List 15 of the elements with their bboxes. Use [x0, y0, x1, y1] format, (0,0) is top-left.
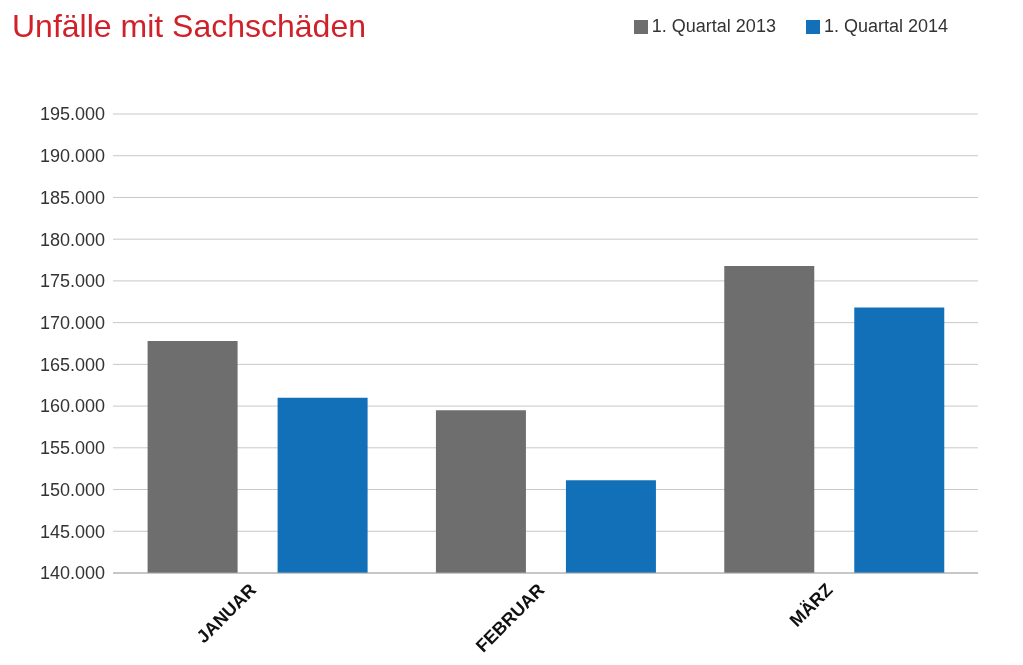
y-tick-label: 145.000	[39, 521, 105, 542]
legend-label: 1. Quartal 2013	[651, 16, 776, 36]
y-tick-label: 180.000	[39, 229, 105, 250]
chart-title: Unfälle mit Sachschäden	[12, 8, 366, 45]
y-tick-label: 170.000	[39, 313, 105, 334]
y-tick-label: 150.000	[39, 479, 105, 500]
y-tick-label: 175.000	[39, 271, 105, 292]
legend-label: 1. Quartal 2014	[823, 16, 948, 36]
y-tick-label: 160.000	[39, 396, 105, 417]
y-tick-label: 165.000	[39, 354, 105, 375]
y-tick-label: 155.000	[39, 438, 105, 459]
y-tick-label: 190.000	[39, 146, 105, 167]
y-tick-label: 195.000	[39, 104, 105, 125]
y-tick-label: 185.000	[39, 187, 105, 208]
y-tick-label: 140.000	[39, 563, 105, 584]
